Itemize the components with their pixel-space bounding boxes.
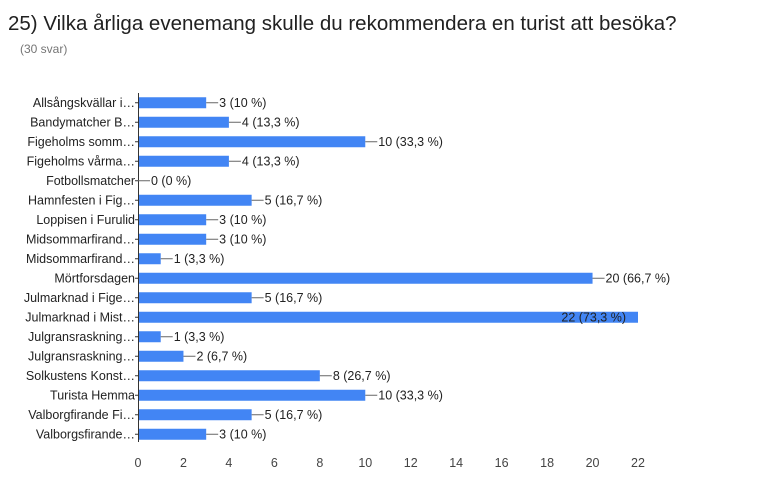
data-label: 3 (10 %) — [219, 96, 266, 110]
bar — [139, 311, 638, 323]
bar — [139, 116, 229, 128]
data-label: 5 (16,7 %) — [265, 193, 323, 207]
category-label: Bandymatcher B… — [30, 115, 135, 129]
category-label: Solkustens Konst… — [26, 369, 135, 383]
bar — [139, 194, 252, 206]
bar — [139, 272, 593, 284]
category-label: Figeholms vårma… — [27, 154, 135, 168]
category-label: Allsångskvällar i… — [33, 96, 135, 110]
bar — [139, 292, 252, 304]
data-label: 3 (10 %) — [219, 213, 266, 227]
bar — [139, 350, 184, 362]
category-label: Midsommarfirand… — [26, 232, 135, 246]
x-tick-label: 2 — [180, 456, 187, 470]
data-label: 10 (33,3 %) — [378, 388, 443, 402]
x-tick-label: 4 — [225, 456, 232, 470]
category-label: Fotbollsmatcher — [46, 174, 135, 188]
data-label: 4 (13,3 %) — [242, 154, 300, 168]
x-tick-label: 20 — [586, 456, 600, 470]
data-label: 5 (16,7 %) — [265, 291, 323, 305]
bar — [139, 370, 320, 382]
category-label: Julmarknad i Mist… — [25, 310, 135, 324]
category-label: Midsommarfirand… — [26, 252, 135, 266]
category-label: Loppisen i Furulid — [36, 213, 135, 227]
data-label: 0 (0 %) — [151, 174, 191, 188]
data-label: 5 (16,7 %) — [265, 408, 323, 422]
category-label: Turista Hemma — [50, 388, 135, 402]
data-label: 10 (33,3 %) — [378, 135, 443, 149]
bar — [139, 253, 161, 265]
data-label: 1 (3,3 %) — [174, 252, 225, 266]
x-tick-label: 0 — [135, 456, 142, 470]
data-label: 22 (73,3 %) — [561, 310, 626, 324]
response-count: (30 svar) — [20, 42, 68, 56]
bar — [139, 409, 252, 421]
category-label: Hamnfesten i Fig… — [28, 193, 135, 207]
data-label: 3 (10 %) — [219, 232, 266, 246]
category-label: Valborgsfirande… — [36, 427, 135, 441]
x-tick-label: 12 — [404, 456, 418, 470]
x-tick-label: 14 — [449, 456, 463, 470]
category-label: Valborgfirande Fi… — [28, 408, 135, 422]
data-label: 8 (26,7 %) — [333, 369, 391, 383]
bar — [139, 136, 366, 148]
bar — [139, 214, 207, 226]
data-label: 4 (13,3 %) — [242, 115, 300, 129]
bar — [139, 97, 207, 109]
x-tick-label: 6 — [271, 456, 278, 470]
data-label: 3 (10 %) — [219, 427, 266, 441]
category-label: Julgransraskning… — [28, 330, 135, 344]
bar — [139, 389, 366, 401]
x-tick-label: 22 — [631, 456, 645, 470]
data-label: 20 (66,7 %) — [606, 271, 671, 285]
x-tick-label: 10 — [358, 456, 372, 470]
category-label: Julmarknad i Fige… — [24, 291, 135, 305]
bar — [139, 155, 229, 167]
x-tick-label: 18 — [540, 456, 554, 470]
x-tick-label: 8 — [316, 456, 323, 470]
bar — [139, 331, 161, 343]
category-label: Julgransraskning… — [28, 349, 135, 363]
bar — [139, 428, 207, 440]
bar — [139, 233, 207, 245]
x-tick-label: 16 — [495, 456, 509, 470]
category-label: Mörtforsdagen — [54, 271, 135, 285]
data-label: 1 (3,3 %) — [174, 330, 225, 344]
data-label: 2 (6,7 %) — [196, 349, 247, 363]
question-title: 25) Vilka årliga evenemang skulle du rek… — [8, 12, 677, 35]
category-label: Figeholms somm… — [27, 135, 135, 149]
